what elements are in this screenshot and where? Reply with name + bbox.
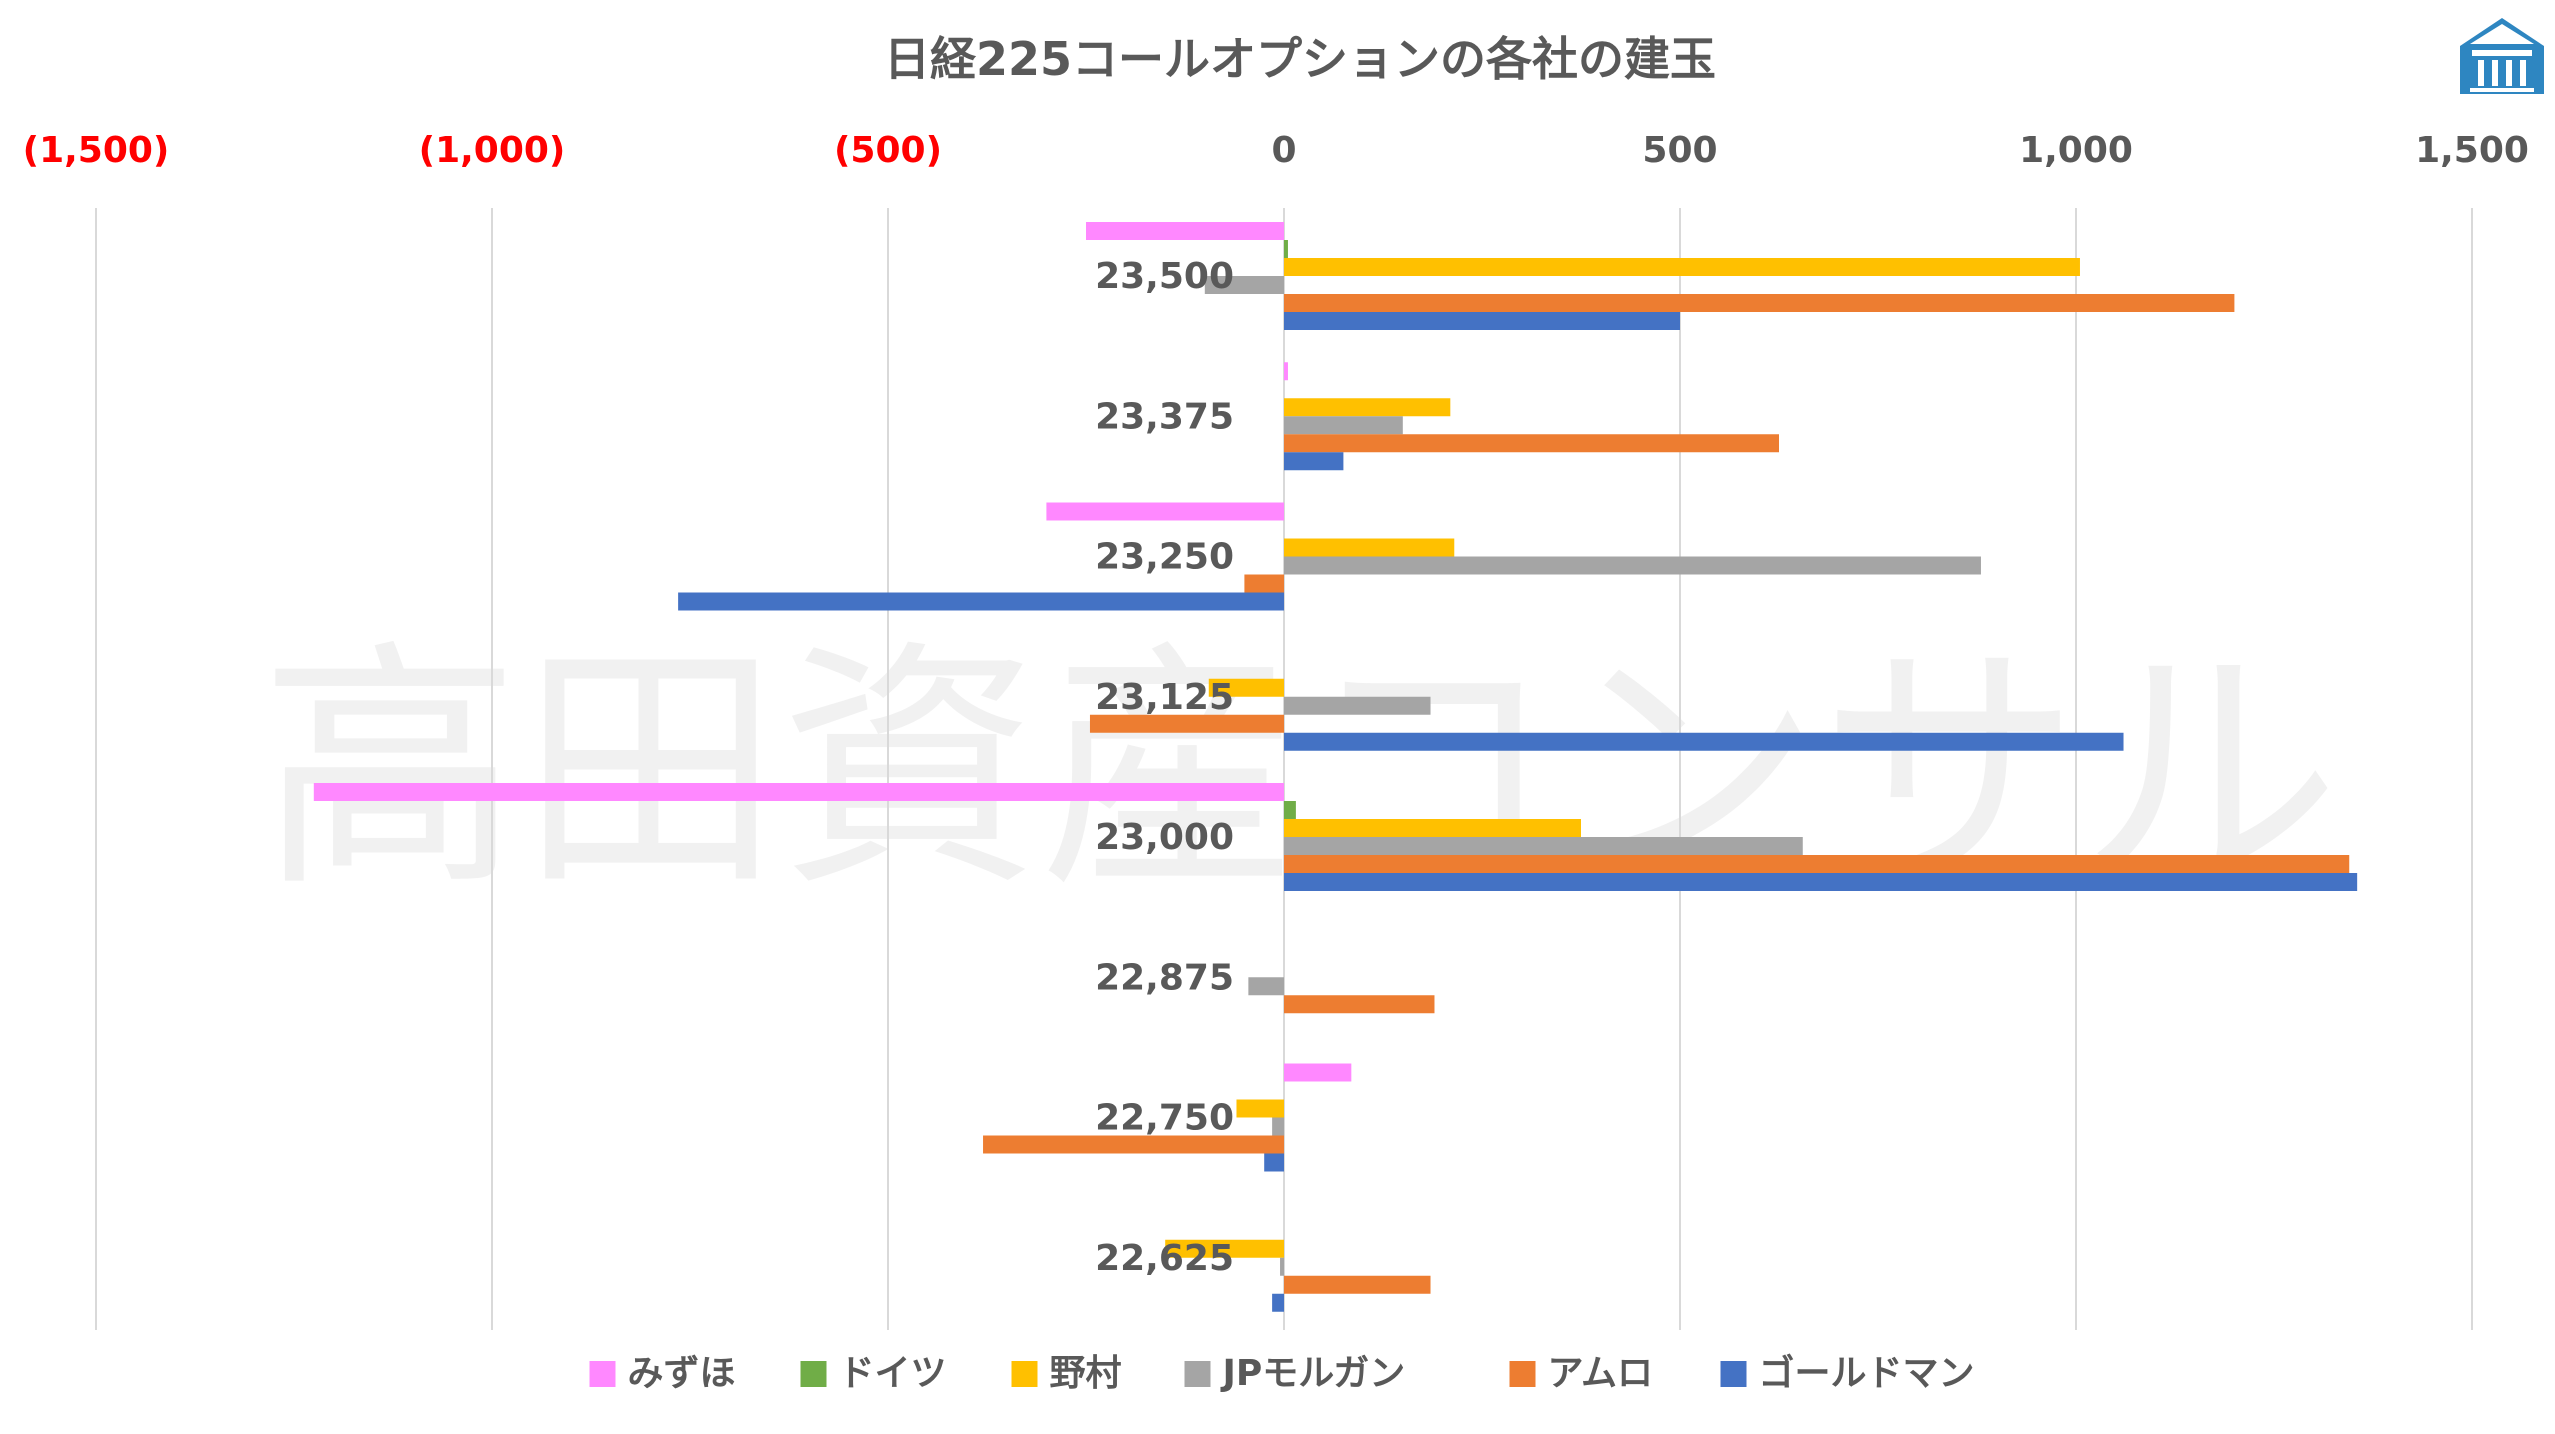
x-tick-labels: (1,500) (1,000) (500) 0 500 1,000 1,500 <box>23 130 2529 171</box>
bar <box>1086 222 1284 240</box>
category-label: 22,625 <box>1095 1238 1234 1279</box>
bar <box>1284 732 2124 751</box>
category-label: 22,875 <box>1095 957 1234 998</box>
bar <box>1284 556 1981 575</box>
bar <box>1284 452 1344 471</box>
category-label: 23,250 <box>1095 537 1234 578</box>
bar <box>1046 502 1284 521</box>
bars <box>313 222 2358 1312</box>
bar <box>1089 714 1284 733</box>
bar <box>1284 434 1779 453</box>
x-tick-label: 500 <box>1642 130 1717 171</box>
bar <box>983 1135 1284 1154</box>
bar <box>1284 398 1451 417</box>
category-labels: 23,500 23,375 23,250 23,125 23,000 22,875 22,7… <box>1095 256 1234 1279</box>
legend-swatch <box>1720 1361 1747 1387</box>
bar <box>1236 1099 1284 1118</box>
bar <box>1280 1257 1284 1276</box>
bar <box>1272 1293 1284 1312</box>
bar <box>1284 801 1296 819</box>
gridlines <box>95 208 2473 1330</box>
legend-label: ゴールドマン <box>1759 1352 1975 1394</box>
bar <box>1284 312 1680 330</box>
legend: みずほ ドイツ 野村 JPモルガン アムロ ゴールドマン <box>589 1352 1975 1394</box>
category-label: 23,000 <box>1095 817 1234 858</box>
legend-label: JPモルガン <box>1220 1353 1406 1394</box>
category-label: 23,500 <box>1095 256 1234 297</box>
bar <box>1284 294 2235 312</box>
x-tick-label: (500) <box>834 130 942 171</box>
x-tick-label: (1,500) <box>23 130 170 171</box>
bar <box>1248 977 1284 996</box>
category-label: 22,750 <box>1095 1098 1234 1139</box>
bar <box>1244 574 1284 593</box>
bar <box>313 783 1284 801</box>
legend-label: ドイツ <box>839 1353 947 1394</box>
legend-swatch <box>1509 1361 1536 1387</box>
bar <box>1165 1239 1284 1258</box>
legend-label: 野村 <box>1050 1353 1122 1394</box>
legend-swatch <box>589 1361 616 1387</box>
bar <box>678 592 1284 611</box>
bar <box>1284 696 1431 715</box>
x-tick-label: 1,000 <box>2019 130 2133 171</box>
bar <box>1284 995 1435 1014</box>
chart-title: 日経225コールオプションの各社の建玉 <box>884 32 1716 86</box>
bar <box>1284 837 1803 855</box>
category-label: 23,125 <box>1095 677 1234 718</box>
bar <box>1284 819 1581 837</box>
bar <box>1284 258 2080 276</box>
category-label: 23,375 <box>1095 396 1234 437</box>
bar <box>1284 538 1455 557</box>
legend-swatch <box>1011 1361 1038 1387</box>
bar <box>1284 240 1288 258</box>
bar <box>1208 678 1284 697</box>
bar <box>1284 855 2350 873</box>
building-logo-icon <box>2460 18 2544 94</box>
bar <box>1284 873 2358 891</box>
bar <box>1284 1275 1431 1294</box>
bar <box>1284 362 1288 381</box>
x-tick-label: (1,000) <box>419 130 566 171</box>
legend-swatch <box>1184 1361 1211 1387</box>
legend-swatch <box>800 1361 827 1387</box>
bar <box>1284 1063 1352 1082</box>
bar <box>1264 1153 1284 1172</box>
legend-label: アムロ <box>1548 1353 1653 1394</box>
bar <box>1284 416 1403 435</box>
x-tick-label: 0 <box>1271 130 1296 171</box>
x-tick-label: 1,500 <box>2415 130 2529 171</box>
bar <box>1272 1117 1284 1136</box>
bar <box>1204 276 1284 294</box>
legend-label: みずほ <box>628 1353 736 1394</box>
